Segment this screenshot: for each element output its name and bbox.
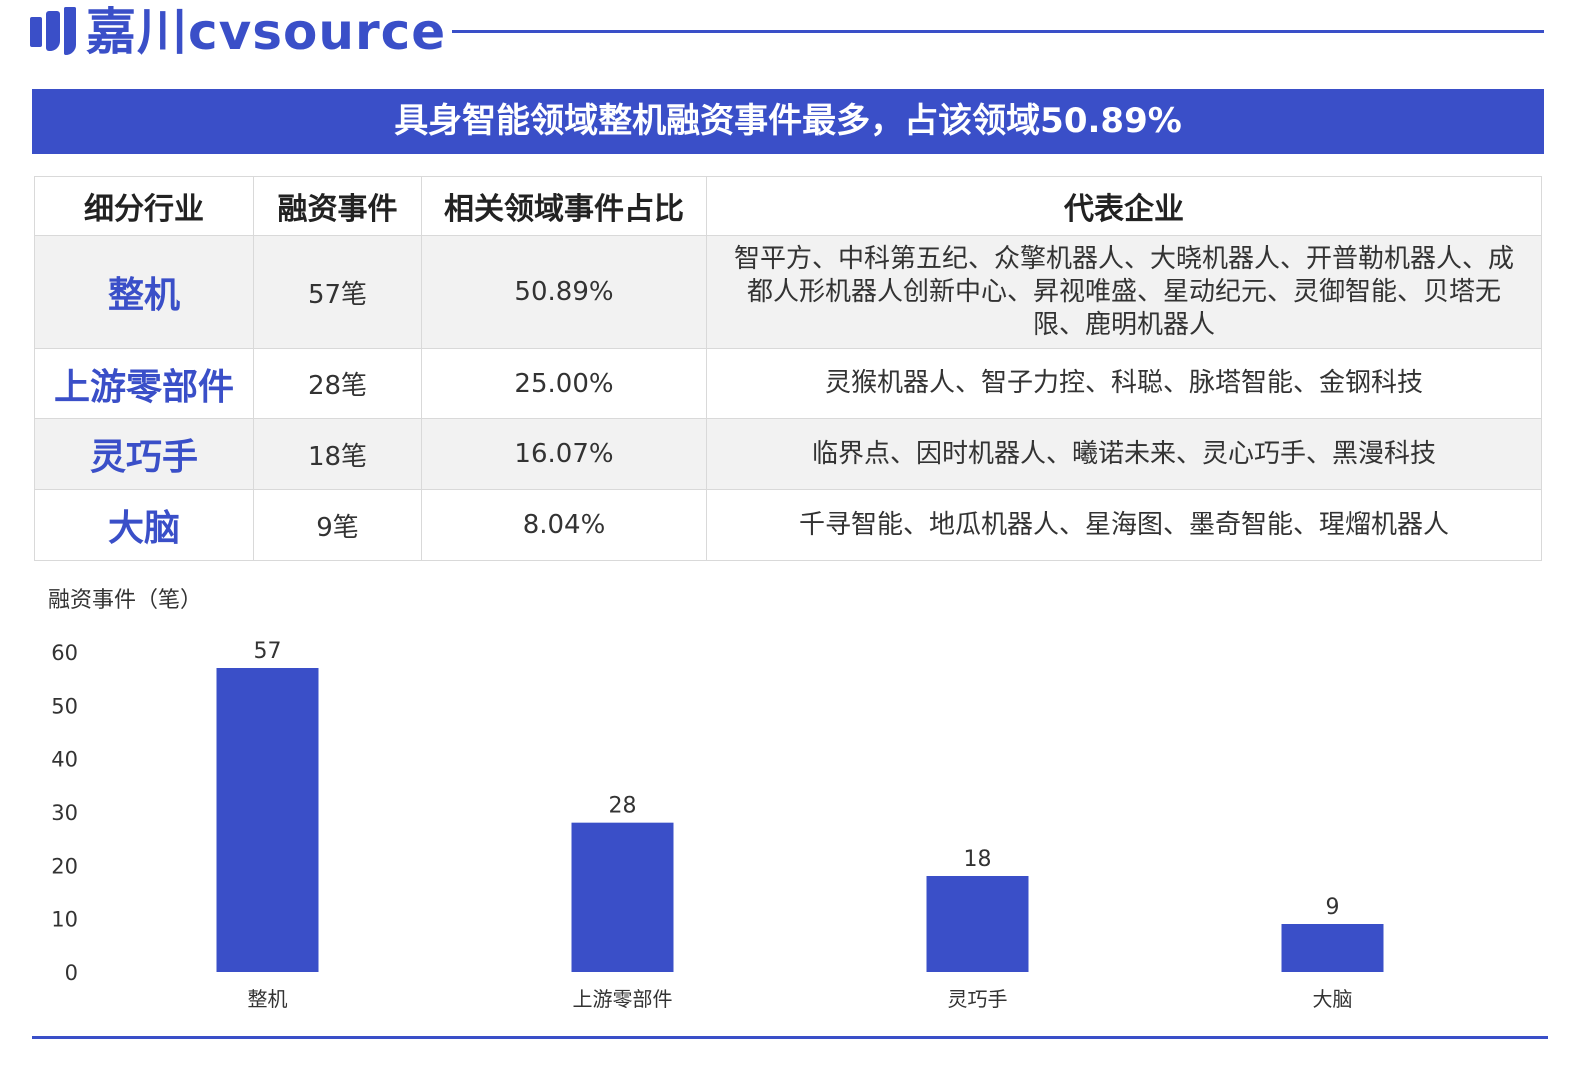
event-count: 57笔 [253,235,422,349]
segment-name: 灵巧手 [34,418,254,490]
brand-name: 嘉川cvsource [86,3,447,61]
x-tick-label: 大脑 [1313,987,1353,1011]
segment-name: 上游零部件 [34,348,254,419]
data-label: 57 [254,639,282,664]
event-count: 9笔 [253,489,422,561]
header-events: 融资事件 [253,176,422,236]
brand-logo-mark-icon [28,7,78,57]
data-label: 18 [964,847,992,872]
event-count: 18笔 [253,418,422,490]
event-share: 16.07% [421,418,707,490]
y-axis-title: 融资事件（笔） [48,588,203,613]
y-tick-label: 10 [51,908,78,932]
representative-companies: 千寻智能、地瓜机器人、星海图、墨奇智能、瑆熘机器人 [706,489,1542,561]
table-row: 大脑 9笔 8.04% 千寻智能、地瓜机器人、星海图、墨奇智能、瑆熘机器人 [34,489,1542,561]
y-tick-label: 40 [51,748,78,772]
data-label: 28 [609,794,637,819]
bar [926,876,1029,972]
header-companies: 代表企业 [706,176,1542,236]
event-count: 28笔 [253,348,422,419]
representative-companies: 灵猴机器人、智子力控、科聪、脉塔智能、金钢科技 [706,348,1542,419]
y-tick-label: 50 [51,694,78,718]
bar [216,668,319,972]
y-tick-label: 0 [65,961,78,985]
y-tick-label: 60 [51,641,78,665]
segment-table: 细分行业 融资事件 相关领域事件占比 代表企业 整机 57笔 50.89% 智平… [34,176,1542,561]
y-tick-label: 20 [51,854,78,878]
segment-name: 大脑 [34,489,254,561]
representative-companies: 临界点、因时机器人、曦诺未来、灵心巧手、黑漫科技 [706,418,1542,490]
header-divider [452,30,1544,33]
table-row: 上游零部件 28笔 25.00% 灵猴机器人、智子力控、科聪、脉塔智能、金钢科技 [34,348,1542,419]
table-row: 灵巧手 18笔 16.07% 临界点、因时机器人、曦诺未来、灵心巧手、黑漫科技 [34,418,1542,490]
representative-companies: 智平方、中科第五纪、众擎机器人、大晓机器人、开普勒机器人、成都人形机器人创新中心… [706,235,1542,349]
event-share: 8.04% [421,489,707,561]
bar [571,822,674,972]
y-tick-label: 30 [51,801,78,825]
brand-logo: 嘉川cvsource [28,4,446,60]
banner-title: 具身智能领域整机融资事件最多，占该领域50.89% [32,89,1544,154]
bar-chart-svg: 0 10 20 30 40 50 60 57 整机 28 上游零部件 18 灵巧手 9 大脑 [51,639,1384,1011]
x-tick-label: 上游零部件 [573,987,673,1011]
segment-name: 整机 [34,235,254,349]
bar [1281,924,1384,972]
event-share: 50.89% [421,235,707,349]
header-share: 相关领域事件占比 [421,176,707,236]
data-label: 9 [1326,895,1340,920]
bar-chart: 融资事件（笔） 0 10 20 30 40 50 60 57 整机 28 上游零部件 18 灵巧手 9 大脑 [0,570,1588,1030]
table-header-row: 细分行业 融资事件 相关领域事件占比 代表企业 [34,176,1542,236]
header-segment: 细分行业 [34,176,254,236]
footer-divider [32,1036,1548,1039]
table-row: 整机 57笔 50.89% 智平方、中科第五纪、众擎机器人、大晓机器人、开普勒机… [34,235,1542,349]
event-share: 25.00% [421,348,707,419]
x-tick-label: 整机 [248,987,288,1011]
x-tick-label: 灵巧手 [948,987,1008,1011]
